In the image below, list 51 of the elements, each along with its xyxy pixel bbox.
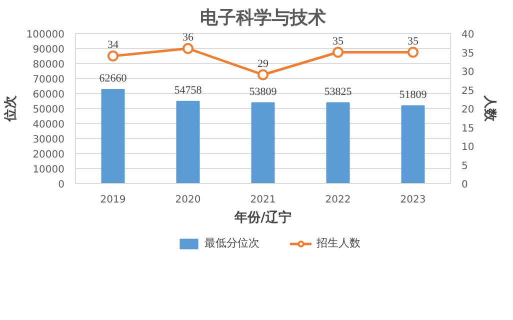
point <box>408 46 418 58</box>
y2-tick-label: 35 <box>462 48 474 60</box>
y-tick-label: 20000 <box>32 150 64 160</box>
x-tick-label: 2023 <box>400 194 426 206</box>
legend-label: 招生人数 <box>316 236 360 250</box>
y-tick-label: 80000 <box>32 60 64 70</box>
y-tick-label: 10000 <box>32 164 64 176</box>
bar <box>326 102 350 184</box>
y-tick-label: 0 <box>58 180 65 190</box>
y2-tick-label: 15 <box>462 123 474 134</box>
data-label: 54758 <box>174 84 202 96</box>
point <box>108 50 118 62</box>
bar <box>101 89 125 184</box>
y-axis-title: 位次 <box>3 94 18 122</box>
y2-tick-label: 5 <box>462 160 468 172</box>
bar <box>176 100 200 184</box>
legend-label: 最低分位次 <box>204 236 260 250</box>
data-label: 35 <box>332 35 344 48</box>
point <box>182 43 194 54</box>
y-tick-label: 70000 <box>32 74 64 86</box>
x-tick-label: 2020 <box>175 194 201 206</box>
y-tick-label: 50000 <box>32 104 64 116</box>
y-tick-label: 90000 <box>32 44 64 56</box>
data-label: 53825 <box>324 86 352 98</box>
y2-tick-label: 25 <box>462 86 474 97</box>
data-label: 62660 <box>99 72 128 85</box>
chart-title: 电子科学与技术 <box>200 8 326 28</box>
x-tick-label: 2021 <box>250 194 276 206</box>
y-tick-label: 60000 <box>32 90 64 100</box>
bar <box>401 105 425 184</box>
bar <box>251 102 275 184</box>
point <box>258 69 268 80</box>
data-label: 51809 <box>399 88 428 101</box>
x-axis-title: 年份/辽宁 <box>234 210 292 226</box>
y2-tick-label: 30 <box>462 67 474 78</box>
y-tick-label: 100000 <box>26 30 65 40</box>
data-label: 34 <box>108 39 119 51</box>
x-tick-label: 2019 <box>100 194 126 206</box>
y-tick-label: 40000 <box>32 120 64 130</box>
y-tick-label: 30000 <box>32 134 64 146</box>
y2-tick-label: 10 <box>462 142 474 153</box>
data-label: 36 <box>182 32 194 44</box>
y2-tick-label: 40 <box>462 30 474 40</box>
data-label: 35 <box>408 35 419 48</box>
x-tick-label: 2022 <box>325 194 351 206</box>
data-label: 53809 <box>249 86 278 98</box>
point <box>332 46 344 58</box>
y2-tick-label: 20 <box>462 104 474 116</box>
y2-axis-title: 人数 <box>482 94 498 122</box>
data-label: 29 <box>258 58 269 70</box>
y2-tick-label: 0 <box>462 180 468 190</box>
